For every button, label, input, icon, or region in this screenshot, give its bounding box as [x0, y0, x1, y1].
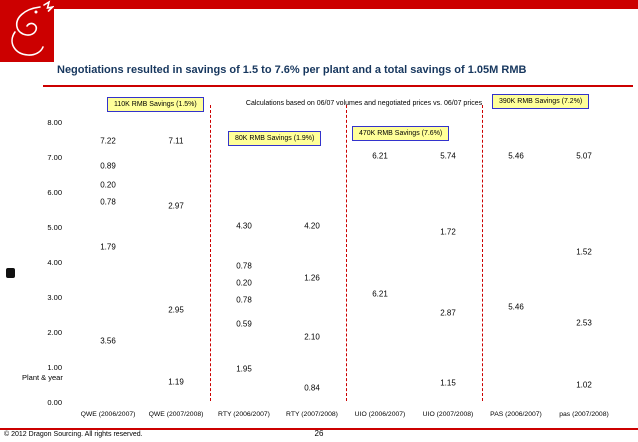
slide-title: Negotiations resulted in savings of 1.5 …	[57, 64, 527, 76]
dragon-logo	[0, 0, 55, 62]
bar-total-label: 7.22	[100, 136, 116, 145]
bar-segment-label: 0.89	[100, 161, 116, 171]
bar-segment-label: 1.72	[440, 227, 456, 237]
bar-segment-label: 3.56	[100, 336, 116, 346]
bar-segment-label: 1.15	[440, 378, 456, 388]
bar-segment-label: 0.20	[236, 278, 252, 288]
x-axis-category-label: RTY (2006/2007)	[218, 411, 270, 418]
y-axis-tick-label: 7.00	[47, 153, 62, 162]
group-separator-line	[346, 105, 347, 401]
y-axis-tick-label: 2.00	[47, 328, 62, 337]
savings-callout-qwe: 110K RMB Savings (1.5%)	[107, 97, 204, 112]
x-axis-category-label: QWE (2007/2008)	[148, 411, 204, 418]
bar-segment-label: 0.84	[304, 383, 320, 393]
bar-total-label: 6.21	[372, 151, 388, 161]
bar-segment-label: 1.19	[168, 377, 184, 387]
bar-segment-label: 0.78	[236, 261, 252, 271]
bar-segment-label: 2.53	[576, 318, 592, 328]
bar-segment-label: 1.26	[304, 273, 320, 283]
y-axis-title-mark	[6, 268, 15, 278]
copyright-text: © 2012 Dragon Sourcing. All rights reser…	[4, 431, 143, 438]
x-axis-title: Plant & year	[22, 373, 63, 382]
y-axis-tick-label: 1.00	[47, 363, 62, 372]
y-axis-tick-label: 3.00	[47, 293, 62, 302]
y-axis-tick-label: 5.00	[47, 223, 62, 232]
bar-segment-label: 0.78	[236, 295, 252, 305]
x-axis-category-label: UIO (2007/2008)	[422, 411, 474, 418]
bar-segment-label: 2.10	[304, 332, 320, 342]
bar-segment-label: 0.78	[100, 197, 116, 207]
footer-rule	[0, 428, 638, 430]
bar-segment-label: 1.79	[100, 242, 116, 252]
y-axis-tick-label: 8.00	[47, 118, 62, 127]
bar-total-label: 7.11	[168, 136, 184, 145]
bar-total-label: 5.74	[440, 151, 456, 161]
savings-callout-uio: 470K RMB Savings (7.6%)	[352, 126, 450, 141]
title-underline	[43, 85, 633, 87]
x-axis-category-label: pas (2007/2008)	[559, 411, 609, 418]
bar-segment-label: 0.59	[236, 319, 252, 329]
bar-segment-label: 0.20	[100, 180, 116, 190]
top-red-bar	[0, 0, 638, 9]
dragon-logo-icon	[0, 0, 55, 62]
group-separator-line	[482, 105, 483, 401]
y-axis-tick-label: 6.00	[47, 188, 62, 197]
bar-segment-label: 1.02	[576, 380, 592, 390]
x-axis-category-label: PAS (2006/2007)	[490, 411, 542, 418]
x-axis-category-label: QWE (2006/2007)	[80, 411, 136, 418]
bar-segment-label: 1.52	[576, 247, 592, 257]
bar-segment-label: 2.95	[168, 305, 184, 315]
savings-callout-pas: 390K RMB Savings (7.2%)	[492, 94, 590, 109]
y-axis-tick-label: 0.00	[47, 398, 62, 407]
bar-segment-label: 2.87	[440, 308, 456, 318]
bar-segment-label: 5.46	[508, 302, 524, 312]
bar-total-label: 4.30	[236, 221, 252, 231]
bar-segment-label: 2.97	[168, 201, 184, 211]
calculation-note: Calculations based on 06/07 volumes and …	[245, 100, 483, 107]
x-axis-category-label: UIO (2006/2007)	[354, 411, 406, 418]
bar-segment-label: 1.95	[236, 364, 252, 374]
bar-total-label: 5.46	[508, 151, 524, 161]
chart-area: 0.00 1.00 2.00 3.00 4.00 5.00 6.00 7.00 8.00 QWE …	[0, 105, 638, 427]
bar-total-label: 4.20	[304, 221, 320, 231]
y-axis-tick-label: 4.00	[47, 258, 62, 267]
group-separator-line	[210, 105, 211, 401]
bar-total-label: 5.07	[576, 151, 592, 161]
savings-callout-rty: 80K RMB Savings (1.9%)	[228, 131, 322, 146]
x-axis-category-label: RTY (2007/2008)	[286, 411, 338, 418]
bar-segment-label: 6.21	[372, 289, 388, 299]
page-number: 26	[314, 429, 324, 438]
